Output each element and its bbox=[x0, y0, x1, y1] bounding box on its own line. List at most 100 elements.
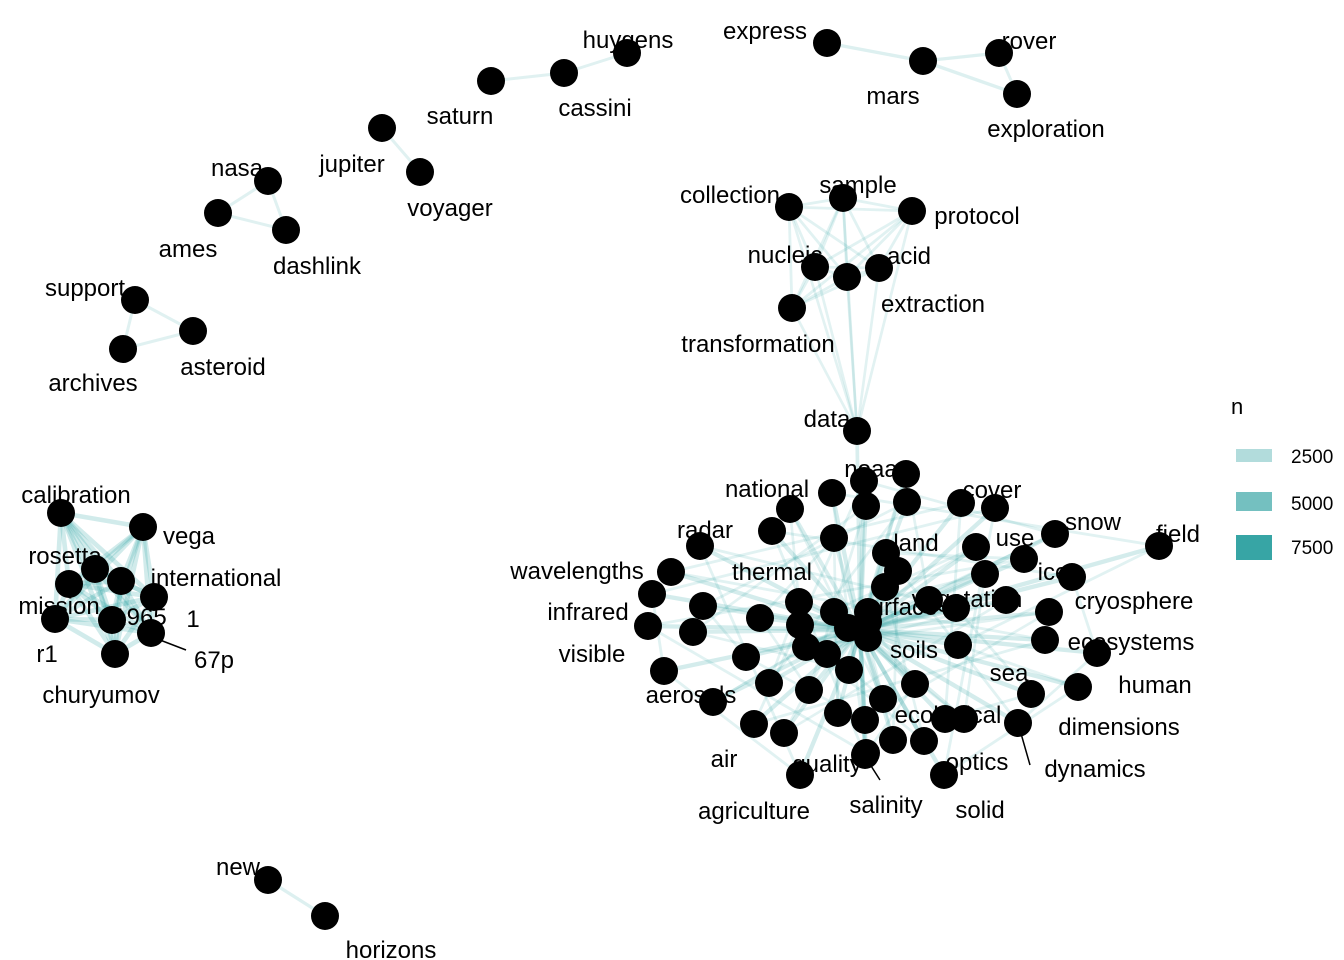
node-huygens bbox=[613, 39, 641, 67]
node-label-asteroid: asteroid bbox=[180, 354, 265, 381]
edge-hub-extra-x-9 bbox=[866, 598, 1008, 640]
node-label-exploration: exploration bbox=[987, 116, 1104, 143]
node-agriculture bbox=[786, 761, 814, 789]
node-label-aerosols: aerosols bbox=[646, 682, 737, 709]
edge-hub-human bbox=[857, 627, 1100, 656]
edge-hub-extra-12 bbox=[701, 604, 862, 632]
node-national bbox=[818, 479, 846, 507]
node-asteroid bbox=[179, 317, 207, 345]
edge-data-hub bbox=[855, 429, 862, 632]
edge-hub-extra-3 bbox=[788, 507, 862, 632]
node-hub-32 bbox=[910, 727, 938, 755]
edge-hub-extra-x-15 bbox=[758, 616, 811, 692]
node-jupiter bbox=[368, 114, 396, 142]
edge-protocol-nucleic bbox=[813, 209, 914, 269]
node-human bbox=[1083, 639, 1111, 667]
node-surface bbox=[854, 608, 882, 636]
legend: n 2500 5000 7500 bbox=[1231, 394, 1333, 560]
edge-hub-land-x bbox=[884, 551, 1026, 561]
edge-hub-sea bbox=[857, 627, 1034, 697]
node-label-huygens: huygens bbox=[583, 27, 674, 54]
node-hub-16 bbox=[786, 611, 814, 639]
node-horizons bbox=[311, 902, 339, 930]
node-label-international: international bbox=[151, 565, 282, 592]
node-label-voyager: voyager bbox=[407, 195, 492, 222]
node-exploration bbox=[1003, 80, 1031, 108]
node-calibration bbox=[47, 499, 75, 527]
node-label-infrared: infrared bbox=[547, 599, 628, 626]
node-label-rover: rover bbox=[1002, 28, 1057, 55]
node-label-mission: mission bbox=[18, 593, 99, 620]
node-hub-14 bbox=[785, 588, 813, 616]
node-hub-2 bbox=[852, 492, 880, 520]
node-label-saturn: saturn bbox=[427, 103, 494, 130]
node-rosetta bbox=[81, 555, 109, 583]
node-infrared bbox=[638, 580, 666, 608]
edge-hub-ecosystems-x bbox=[752, 638, 1047, 726]
edge-hub-extra-x-31 bbox=[891, 569, 900, 742]
node-ice bbox=[1010, 545, 1038, 573]
node-label-1965: 1965 bbox=[113, 604, 166, 631]
edge-data-transformation bbox=[790, 306, 859, 433]
edge-rosetta-67p bbox=[92, 566, 154, 636]
edge-hub-extra-x-33 bbox=[782, 598, 1008, 735]
node-label-radar: radar bbox=[677, 517, 733, 544]
node-label-optics: optics bbox=[946, 749, 1009, 776]
node-nasa bbox=[254, 167, 282, 195]
edge-hub-extra-x-4 bbox=[758, 536, 836, 620]
node-new bbox=[254, 866, 282, 894]
node-label-field: field bbox=[1156, 521, 1200, 548]
node-label-data: data bbox=[804, 406, 851, 433]
node-hub-24 bbox=[835, 656, 863, 684]
node-label-dynamics: dynamics bbox=[1044, 756, 1145, 783]
node-hub-26 bbox=[795, 676, 823, 704]
node-label-ecological: ecological bbox=[895, 702, 1002, 729]
edge-hub-dynamics bbox=[857, 627, 1021, 726]
node-label-visible: visible bbox=[559, 641, 626, 668]
edge-data-extraction bbox=[845, 275, 859, 433]
node-label-sample: sample bbox=[819, 172, 896, 199]
node-label-churyumov: churyumov bbox=[42, 682, 159, 709]
node-hub-1 bbox=[893, 488, 921, 516]
node-label-acid: acid bbox=[887, 243, 931, 270]
node-voyager bbox=[406, 158, 434, 186]
node-label-extraction: extraction bbox=[881, 291, 985, 318]
node-label-new: new bbox=[216, 854, 261, 881]
legend-swatch-2500 bbox=[1236, 449, 1272, 462]
node-hub-12 bbox=[689, 592, 717, 620]
node-label-ice: ice bbox=[1038, 559, 1069, 586]
edge-data-protocol bbox=[855, 209, 914, 433]
node-cover bbox=[947, 489, 975, 517]
node-label-salinity: salinity bbox=[849, 792, 922, 819]
node-optics bbox=[931, 705, 959, 733]
node-label-archives: archives bbox=[48, 370, 137, 397]
node-label-snow: snow bbox=[1065, 509, 1122, 536]
edge-data-nucleic bbox=[813, 265, 859, 433]
node-label-67p: 67p bbox=[194, 647, 234, 674]
node-saturn bbox=[477, 67, 505, 95]
legend-swatch-5000 bbox=[1236, 492, 1272, 511]
node-label-human: human bbox=[1118, 672, 1191, 699]
edge-hub-extra-x-25 bbox=[767, 500, 909, 685]
node-cassini bbox=[550, 59, 578, 87]
edge-hub-field-x bbox=[956, 544, 1161, 647]
edge-collection-acid bbox=[787, 205, 881, 270]
node-label-dashlink: dashlink bbox=[273, 253, 362, 280]
node-1 bbox=[98, 606, 126, 634]
edge-hub-extra-13 bbox=[691, 628, 862, 634]
edge-hub-dimensions bbox=[857, 627, 1081, 690]
node-label-soils: soils bbox=[890, 637, 938, 664]
node-dynamics bbox=[1004, 709, 1032, 737]
edge-data-sample bbox=[841, 196, 859, 433]
edge-data-collection bbox=[787, 205, 859, 433]
edge-hub-extra-x-30 bbox=[962, 572, 987, 721]
edge-collection-extraction bbox=[787, 205, 849, 279]
node-label-r1: r1 bbox=[36, 641, 57, 668]
node-label-nucleic: nucleic bbox=[748, 242, 823, 269]
node-land bbox=[872, 539, 900, 567]
legend-label-5000: 5000 bbox=[1291, 494, 1333, 515]
node-solid bbox=[930, 761, 958, 789]
node-label-surface: surface bbox=[859, 594, 938, 621]
node-churyumov bbox=[101, 640, 129, 668]
node-hub-5 bbox=[962, 533, 990, 561]
